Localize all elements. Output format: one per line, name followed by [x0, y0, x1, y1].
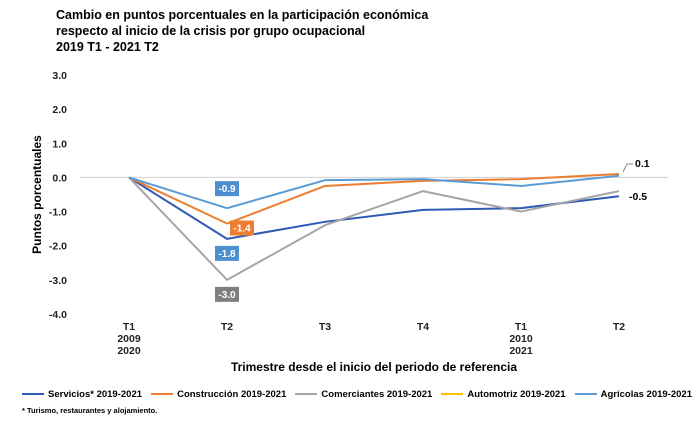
legend-swatch — [151, 393, 174, 395]
legend-label: Automotriz 2019-2021 — [467, 388, 566, 400]
chart-title-line-2: respecto al inicio de la crisis por grup… — [56, 24, 366, 38]
leader-line — [622, 163, 633, 173]
chart-title: Cambio en puntos porcentuales en la part… — [56, 7, 576, 55]
y-tick-label: -1.0 — [49, 207, 67, 219]
legend-swatch — [441, 393, 464, 395]
y-tick-label: 2.0 — [52, 104, 67, 116]
data-label: -0.9 — [218, 184, 236, 195]
y-tick-label: -3.0 — [49, 275, 67, 287]
x-axis-title: Trimestre desde el inicio del periodo de… — [231, 360, 517, 374]
legend-label: Comerciantes 2019-2021 — [321, 388, 433, 400]
x-tick-label: T2 — [613, 321, 625, 333]
series-line-2 — [128, 173, 620, 225]
y-tick-label: 0.0 — [52, 172, 67, 184]
x-tick-label: T4 — [417, 321, 429, 333]
legend-item: Comerciantes 2019-2021 — [295, 387, 432, 401]
data-label-box — [215, 181, 239, 197]
legend-label: Agrícolas 2019-2021 — [600, 388, 692, 400]
x-tick-label: T3 — [319, 321, 331, 333]
y-tick-label: -2.0 — [49, 241, 67, 253]
x-tick-label: T1 2010 2021 — [509, 321, 533, 357]
data-label-box — [215, 245, 239, 261]
legend-swatch — [22, 393, 44, 395]
legend-swatch — [574, 393, 597, 395]
footnote: * Turismo, restaurantes y alojamiento. — [22, 406, 158, 415]
chart-legend: Servicios* 2019-2021 Construcción 2019-20… — [22, 387, 692, 401]
legend-item: Servicios* 2019-2021 — [22, 387, 142, 401]
legend-item: Construcción 2019-2021 — [151, 387, 286, 401]
legend-label: Construcción 2019-2021 — [177, 388, 287, 400]
legend-item: Automotriz 2019-2021 — [441, 387, 566, 401]
x-tick-label: T2 — [221, 321, 233, 333]
legend-swatch — [295, 393, 318, 395]
chart-title-line-3: 2019 T1 - 2021 T2 — [56, 40, 159, 54]
y-tick-label: 3.0 — [52, 70, 67, 82]
data-label-box — [215, 286, 239, 302]
series-line-1 — [128, 176, 620, 240]
y-tick-label: 1.0 — [52, 138, 67, 150]
data-label: 0.1 — [635, 158, 650, 170]
data-label: -1.8 — [218, 249, 236, 260]
legend-item: Agrícolas 2019-2021 — [574, 387, 692, 401]
x-tick-label: T1 2009 2020 — [117, 321, 141, 357]
data-label-box — [230, 220, 254, 236]
data-label: -0.5 — [629, 191, 647, 203]
chart-title-line-1: Cambio en puntos porcentuales en la part… — [56, 8, 429, 22]
series-line-3 — [128, 176, 620, 281]
legend-label: Servicios* 2019-2021 — [48, 388, 143, 400]
series-line-5 — [128, 174, 620, 210]
y-axis-title: Puntos porcentuales — [30, 135, 44, 254]
y-tick-label: -4.0 — [49, 309, 67, 321]
data-label: -1.4 — [233, 224, 251, 235]
data-label: -3.0 — [218, 290, 236, 301]
